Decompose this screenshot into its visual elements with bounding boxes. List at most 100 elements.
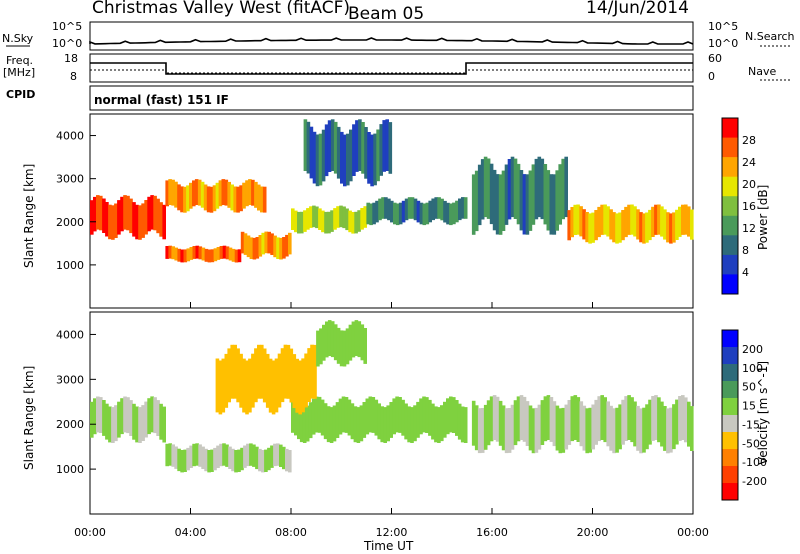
heat-cell	[492, 395, 497, 440]
heat-cell	[348, 210, 352, 233]
heat-cell	[236, 186, 240, 213]
heat-cell	[446, 398, 450, 435]
heat-cell	[516, 396, 521, 442]
heat-cell	[237, 249, 242, 263]
heat-cell	[254, 348, 258, 403]
heat-cell	[600, 204, 604, 235]
heat-cell	[108, 204, 112, 240]
heat-cell	[342, 330, 347, 367]
heat-cell	[93, 196, 97, 232]
colorbar-tick-label: 28	[742, 134, 756, 147]
heat-cell	[477, 164, 482, 226]
heat-cell	[180, 249, 184, 263]
heat-cell	[180, 450, 184, 473]
nsearch-label: N.Search	[745, 30, 795, 43]
heat-cell	[213, 248, 218, 262]
freq-tick-bottom: 8	[70, 70, 77, 83]
heat-cell	[302, 407, 307, 443]
heat-cell	[144, 401, 148, 438]
heat-cell	[372, 202, 376, 225]
heat-cell	[377, 403, 381, 440]
y-tick-label: 4000	[56, 130, 84, 143]
heat-cell	[325, 321, 329, 358]
heat-cell	[171, 246, 175, 260]
heat-cell	[309, 126, 314, 179]
heat-cell	[285, 234, 289, 257]
heat-cell	[422, 203, 427, 226]
heat-cell	[353, 406, 358, 443]
heat-cell	[299, 406, 304, 443]
heat-cell	[322, 324, 326, 361]
heat-cell	[458, 198, 462, 221]
colorbar-cell	[722, 466, 738, 484]
heat-cell	[366, 202, 370, 225]
heat-cell	[591, 212, 595, 243]
heat-cell	[291, 396, 295, 433]
heat-cell	[273, 235, 277, 258]
heat-cell	[612, 212, 616, 243]
heat-cell	[345, 208, 349, 231]
heat-cell	[416, 401, 420, 438]
heat-cell	[225, 246, 230, 260]
heat-cell	[498, 174, 503, 235]
heat-cell	[576, 397, 581, 442]
heat-cell	[525, 174, 530, 235]
heat-cell	[318, 133, 323, 186]
heat-cell	[237, 449, 241, 472]
heat-cell	[258, 448, 262, 472]
heat-cell	[216, 445, 220, 468]
colorbar-tick-label: 50	[742, 381, 756, 394]
heat-cell	[639, 408, 643, 454]
heat-cell	[672, 404, 676, 450]
heat-cell	[171, 179, 175, 206]
colorbar-cell	[722, 364, 738, 382]
heat-cell	[108, 406, 112, 443]
heat-cell	[186, 447, 190, 471]
heat-cell	[177, 448, 181, 472]
heat-cell	[210, 249, 215, 263]
heat-cell	[212, 185, 217, 212]
heat-cell	[416, 200, 421, 223]
heat-cell	[489, 396, 494, 442]
heat-cell	[327, 320, 332, 356]
heat-cell	[425, 202, 430, 225]
heat-cell	[594, 399, 598, 445]
heat-cell	[245, 180, 249, 207]
heat-cell	[183, 186, 187, 213]
colorbar-tick-label: 24	[742, 156, 756, 169]
heat-cell	[123, 195, 127, 230]
heat-cell	[422, 396, 426, 433]
heat-cell	[329, 407, 334, 443]
heat-cell	[362, 402, 367, 438]
heat-cell	[242, 182, 246, 209]
heat-cell	[681, 204, 685, 235]
heat-cell	[386, 405, 390, 442]
heat-cell	[522, 174, 527, 235]
colorbar-tick-label: 16	[742, 200, 756, 213]
heat-cell	[327, 120, 332, 172]
heat-cell	[504, 408, 509, 454]
heat-cell	[301, 358, 305, 413]
heat-cell	[401, 399, 405, 436]
heat-cell	[171, 444, 175, 467]
heat-cell	[260, 344, 264, 399]
heat-cell	[168, 443, 172, 466]
heat-cell	[452, 202, 456, 225]
heat-cell	[344, 397, 349, 433]
date-label: 14/Jun/2014	[586, 0, 689, 18]
heat-cell	[318, 208, 322, 230]
heat-cell	[330, 210, 334, 232]
heat-cell	[206, 186, 211, 213]
heat-cell	[298, 360, 302, 415]
heat-cell	[270, 233, 274, 255]
heat-cell	[248, 179, 252, 205]
heat-cell	[528, 170, 533, 231]
heat-cell	[336, 126, 341, 179]
heat-cell	[117, 200, 121, 235]
heat-cell	[543, 164, 548, 225]
heat-cell	[525, 401, 530, 446]
heat-cell	[147, 398, 151, 435]
heat-cell	[440, 405, 444, 442]
heat-cell	[297, 403, 301, 440]
heat-cell	[600, 395, 604, 440]
